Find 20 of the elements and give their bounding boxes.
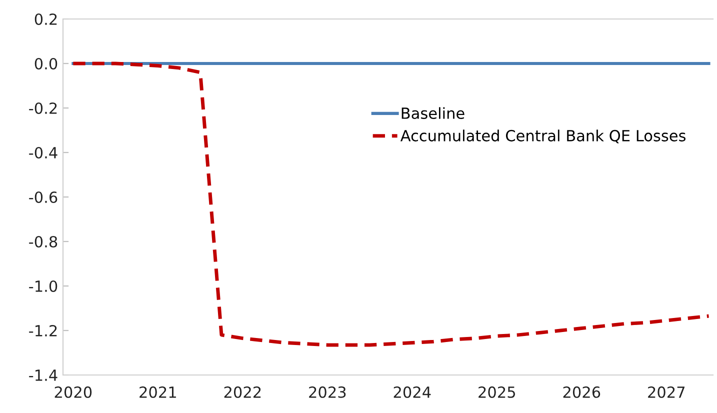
x-tick-label: 2020 bbox=[54, 386, 92, 398]
x-tick-label: 2026 bbox=[563, 386, 600, 398]
legend-label: Accumulated Central Bank QE Losses bbox=[400, 130, 686, 144]
legend-label: Baseline bbox=[402, 107, 464, 120]
y-tick-label: -0.8 bbox=[29, 236, 58, 248]
x-tick-label: 2023 bbox=[309, 386, 346, 398]
y-tick-label: -1.4 bbox=[29, 370, 58, 381]
y-tick-label: -0.2 bbox=[29, 102, 57, 114]
x-tick-label: 2021 bbox=[140, 386, 176, 398]
y-tick-label: -1.0 bbox=[29, 280, 58, 292]
line-series bbox=[71, 62, 710, 347]
y-tick-label: 0.2 bbox=[34, 13, 57, 26]
y-tick-label: -1.2 bbox=[29, 324, 57, 336]
x-tick-label: 2025 bbox=[478, 386, 516, 398]
x-tick-label: 2027 bbox=[648, 386, 685, 398]
x-tick-label: 2024 bbox=[394, 386, 431, 398]
y-tick-label: -0.6 bbox=[29, 191, 58, 204]
y-tick-label: 0.0 bbox=[34, 58, 58, 70]
y-tick-label: -0.4 bbox=[29, 146, 58, 159]
x-tick-label: 2022 bbox=[224, 386, 261, 398]
